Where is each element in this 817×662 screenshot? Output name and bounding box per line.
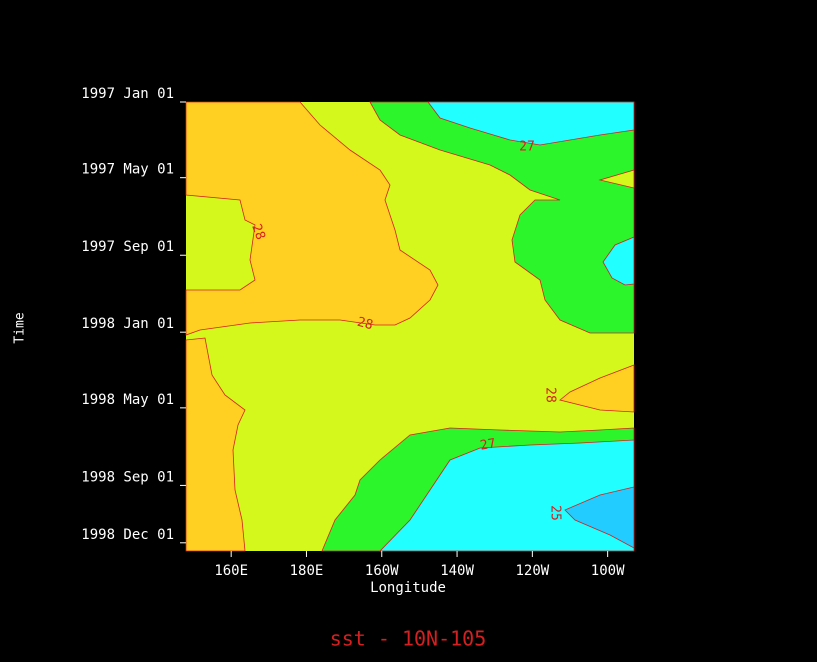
band-above-28 (185, 101, 439, 336)
band-above-28 (185, 337, 246, 552)
band-above-28 (559, 364, 635, 413)
chart-title: sst - 10N-105 (330, 627, 487, 651)
x-tick-label: 120W (515, 563, 549, 579)
contour-label: 28 (248, 222, 267, 242)
y-tick-label: 1997 Jan 01 (81, 86, 174, 102)
y-tick-label: 1998 Sep 01 (81, 469, 174, 485)
y-tick-label: 1997 Sep 01 (81, 239, 174, 255)
x-tick-label: 180E (290, 563, 324, 579)
y-axis-label: Time (13, 312, 28, 343)
y-tick-label: 1997 May 01 (81, 162, 174, 178)
x-tick-label: 160E (214, 563, 248, 579)
y-tick-label: 1998 Jan 01 (81, 316, 174, 332)
band-25-26 (427, 101, 635, 146)
band-26-27 (369, 101, 635, 334)
band-27-28 (598, 169, 635, 189)
contour-label: 25 (548, 505, 563, 521)
contour-label: 27 (479, 436, 497, 453)
contour-label: 28 (543, 387, 558, 403)
band-25-26 (602, 236, 635, 286)
x-tick-label: 100W (591, 563, 625, 579)
x-tick-label: 160W (365, 563, 399, 579)
x-tick-label: 140W (440, 563, 474, 579)
contour-label: 28 (355, 315, 374, 334)
band-below-25 (564, 486, 635, 549)
y-tick-label: 1998 Dec 01 (81, 527, 174, 543)
x-axis-label: Longitude (370, 580, 446, 596)
contour-label: 27 (519, 140, 535, 155)
y-tick-label: 1998 May 01 (81, 392, 174, 408)
